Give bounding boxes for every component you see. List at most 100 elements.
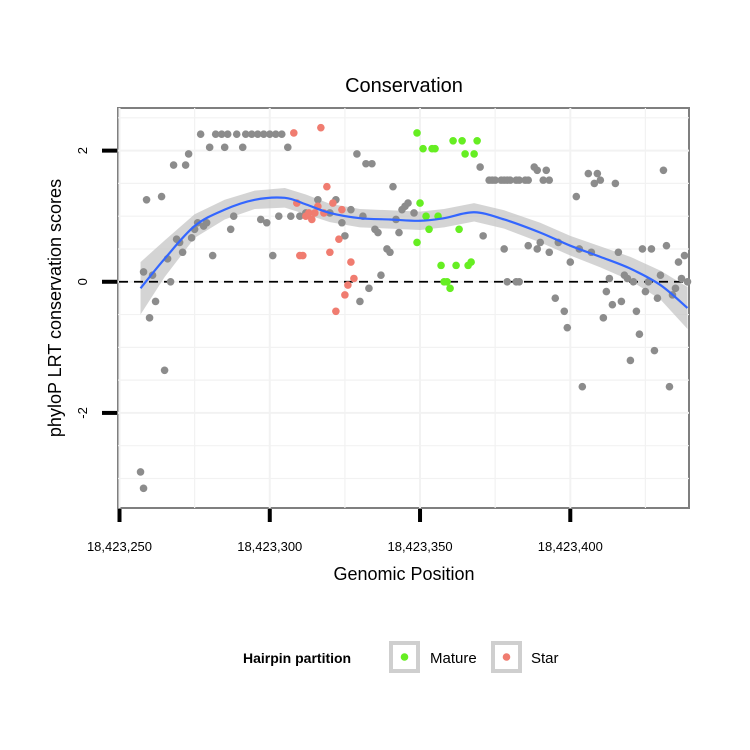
data-point-other: [178, 248, 187, 257]
data-point-other: [515, 277, 524, 286]
x-tick-label: 18,423,400: [538, 539, 603, 554]
data-point-other: [638, 245, 647, 253]
data-point-other: [256, 215, 265, 224]
data-point-other: [566, 258, 575, 266]
data-point-mature: [422, 212, 430, 220]
data-point-other: [287, 212, 295, 220]
data-point-other: [626, 356, 635, 365]
data-point-other: [524, 176, 533, 184]
data-point-other: [572, 192, 581, 201]
data-point-other: [545, 248, 554, 257]
x-axis: 18,423,250 18,423,300 18,423,350 18,423,400: [87, 509, 603, 554]
data-point-other: [635, 330, 644, 339]
data-point-star: [299, 251, 307, 260]
data-point-other: [356, 297, 364, 306]
data-point-other: [617, 297, 626, 306]
x-tick-label: 18,423,250: [87, 539, 152, 554]
data-point-other: [650, 346, 659, 355]
data-point-other: [274, 212, 283, 220]
data-point-other: [229, 212, 238, 220]
data-point-other: [265, 130, 274, 139]
data-point-other: [404, 199, 412, 207]
data-point-other: [166, 277, 175, 286]
data-point-star: [317, 123, 325, 132]
data-point-other: [608, 300, 617, 309]
chart-title: Conservation: [345, 75, 463, 97]
data-point-other: [479, 232, 487, 240]
data-point-other: [533, 166, 542, 175]
data-point-star: [344, 281, 352, 289]
y-axis-label: phyloP LRT conservation scores: [45, 179, 65, 437]
data-point-mature: [455, 225, 463, 234]
data-point-other: [506, 176, 514, 184]
legend-title: Hairpin partition: [243, 650, 351, 666]
data-point-other: [596, 176, 605, 184]
data-point-other: [296, 212, 304, 220]
data-point-other: [220, 143, 229, 152]
data-point-other: [653, 294, 662, 302]
points-layer: [136, 123, 692, 493]
data-point-other: [590, 179, 599, 188]
data-point-other: [139, 484, 148, 493]
data-point-mature: [416, 199, 424, 207]
data-point-other: [259, 130, 268, 139]
y-axis: -2 0 2: [75, 147, 117, 419]
data-point-other: [602, 287, 611, 296]
data-point-mature: [473, 136, 481, 145]
data-point-star: [341, 291, 349, 299]
data-point-other: [283, 143, 292, 152]
x-axis-label: Genomic Position: [333, 564, 474, 584]
data-point-star: [308, 215, 316, 224]
smooth-line: [139, 196, 689, 309]
data-point-other: [629, 277, 638, 286]
data-point-other: [362, 159, 370, 168]
data-point-other: [253, 130, 262, 139]
data-point-star: [347, 258, 355, 266]
data-point-mature: [413, 129, 421, 137]
data-point-other: [560, 307, 569, 316]
data-point-other: [247, 130, 256, 139]
data-point-other: [347, 205, 355, 214]
legend-label-mature: Mature: [430, 650, 477, 667]
data-point-other: [503, 277, 511, 286]
data-point-other: [584, 169, 593, 178]
data-point-other: [593, 169, 602, 178]
data-point-other: [365, 284, 373, 293]
data-point-other: [632, 307, 641, 316]
data-point-other: [545, 176, 554, 184]
data-point-other: [476, 163, 484, 171]
data-point-other: [217, 130, 226, 139]
data-point-mature: [437, 261, 445, 270]
data-point-other: [671, 284, 680, 293]
data-point-other: [491, 176, 499, 184]
data-point-other: [353, 150, 361, 158]
data-point-mature: [419, 144, 427, 153]
data-point-other: [524, 241, 533, 250]
data-point-other: [647, 245, 656, 253]
data-point-mature: [458, 136, 466, 145]
data-point-other: [662, 241, 671, 250]
data-point-other: [151, 297, 160, 306]
y-tick-label: -2: [75, 407, 90, 419]
data-point-other: [226, 225, 235, 234]
data-point-other: [377, 271, 385, 280]
data-point-other: [268, 251, 277, 260]
data-point-mature: [470, 150, 478, 158]
data-point-mature: [467, 258, 475, 266]
data-point-other: [181, 161, 190, 169]
data-point-other: [205, 143, 214, 152]
data-point-other: [202, 218, 211, 227]
data-point-other: [515, 176, 524, 184]
data-point-other: [389, 182, 397, 191]
smooth-line-layer: [139, 196, 689, 309]
data-point-other: [386, 248, 394, 257]
plot-panel: [117, 107, 690, 509]
data-point-other: [410, 209, 418, 217]
data-point-star: [305, 209, 313, 217]
data-point-other: [665, 382, 674, 391]
legend-marker-star: [502, 653, 511, 661]
data-point-other: [368, 159, 376, 168]
data-point-mature: [443, 277, 451, 286]
y-tick-label: 2: [75, 147, 90, 154]
data-point-other: [533, 245, 542, 253]
